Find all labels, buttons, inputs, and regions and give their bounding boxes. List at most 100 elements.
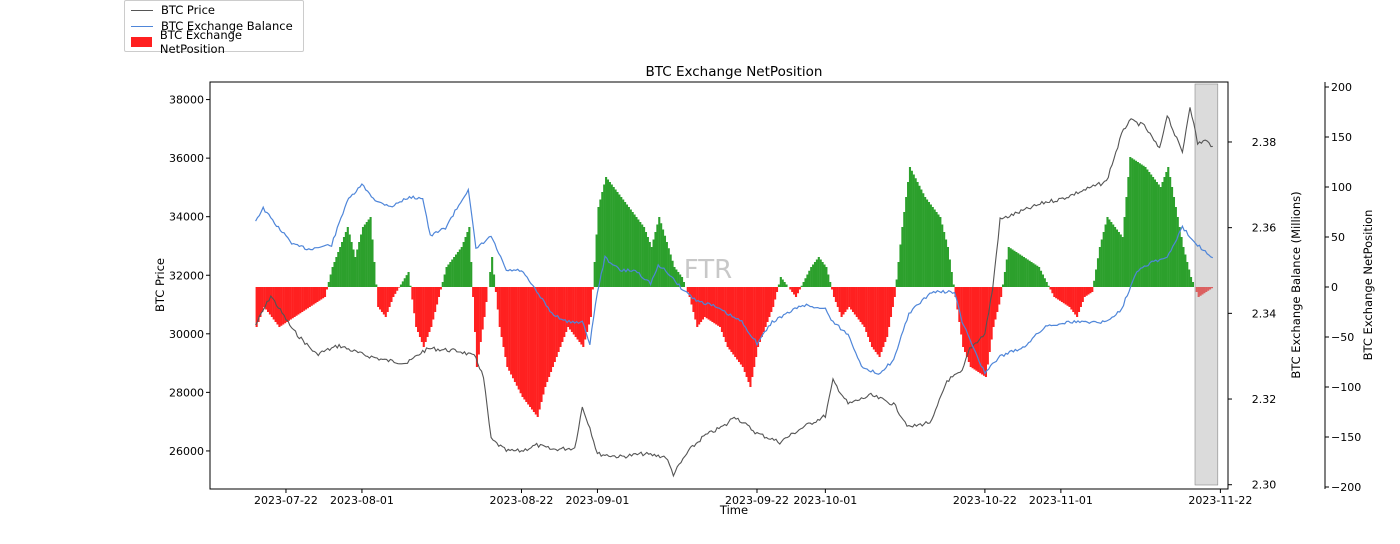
netposition-bar: [810, 267, 813, 287]
netposition-bar: [789, 287, 792, 290]
netposition-bar: [998, 287, 1001, 305]
netposition-bar: [299, 287, 302, 314]
netposition-bar: [832, 287, 836, 297]
netposition-bar: [1114, 227, 1117, 287]
netposition-bar: [261, 287, 264, 312]
price-line: [255, 107, 1213, 478]
netposition-bar: [561, 287, 564, 342]
netposition-bar: [426, 287, 429, 337]
netposition-bar: [624, 202, 627, 287]
netposition-bar: [1062, 287, 1065, 304]
netposition-bar: [717, 287, 720, 326]
netposition-bar: [1138, 163, 1141, 287]
netposition-bar: [1102, 232, 1105, 287]
netposition-bar: [540, 287, 543, 402]
netposition-bar: [434, 287, 437, 312]
netposition-bar: [567, 287, 570, 327]
netposition-bar: [1093, 280, 1096, 287]
netposition-bar: [1001, 284, 1005, 287]
netposition-bar: [1144, 167, 1147, 287]
netposition-bar: [950, 272, 953, 287]
netposition-bar: [933, 209, 936, 287]
netposition-bar: [542, 287, 545, 395]
netposition-bar: [850, 287, 853, 310]
netposition-bar: [576, 287, 579, 340]
netposition-bar: [895, 279, 898, 287]
netposition-bar: [907, 182, 910, 287]
netposition-bar: [538, 287, 541, 410]
netposition-bar: [608, 182, 611, 287]
netposition-bar: [749, 287, 752, 387]
netposition-tick-label: −150: [1331, 431, 1361, 444]
netposition-bar: [1089, 287, 1092, 294]
netposition-bar: [952, 284, 955, 287]
netposition-bar: [1036, 265, 1039, 287]
netposition-bar: [941, 224, 944, 287]
price-tick-label: 26000: [169, 445, 204, 458]
netposition-bar: [743, 287, 746, 372]
netposition-bar: [479, 287, 482, 342]
netposition-bar: [390, 287, 393, 302]
netposition-bar: [1134, 160, 1138, 287]
netposition-bar: [734, 287, 737, 357]
x-tick-label: 2023-11-22: [1188, 494, 1252, 507]
netposition-bar: [829, 282, 832, 287]
netposition-bar: [255, 287, 258, 327]
netposition-bar: [489, 272, 492, 287]
netposition-bar: [946, 247, 950, 287]
netposition-bar: [1146, 169, 1149, 287]
netposition-bar: [1020, 255, 1024, 287]
netposition-bar: [745, 287, 748, 377]
netposition-bar: [1096, 258, 1100, 287]
netposition-bar: [460, 247, 463, 287]
netposition-bar: [377, 287, 380, 307]
netposition-bar: [515, 287, 518, 386]
netposition-bar: [430, 287, 433, 327]
netposition-bar: [1191, 282, 1195, 287]
netposition-bar: [794, 287, 798, 297]
netposition-bar: [667, 248, 670, 287]
price-tick-label: 30000: [169, 328, 204, 341]
netposition-bar: [316, 287, 319, 302]
netposition-bar: [399, 284, 403, 287]
netposition-bar: [859, 287, 862, 322]
netposition-bar: [1110, 222, 1113, 287]
netposition-bar: [314, 287, 317, 304]
netposition-bar: [1083, 287, 1086, 297]
netposition-bar: [935, 212, 938, 287]
netposition-bar: [722, 287, 725, 337]
netposition-bar: [405, 275, 408, 288]
netposition-bar: [920, 189, 923, 287]
netposition-bar: [1188, 269, 1191, 287]
netposition-bar: [418, 287, 422, 337]
netposition-bar: [831, 287, 834, 290]
netposition-bar: [1081, 287, 1084, 302]
netposition-bar: [1167, 167, 1170, 287]
netposition-bar: [1026, 259, 1029, 287]
netposition-bar: [756, 287, 760, 347]
balance-series: [255, 183, 1214, 375]
netposition-bar: [329, 274, 332, 287]
netposition-bar: [726, 287, 729, 347]
netposition-bar: [494, 287, 497, 292]
netposition-bar: [806, 274, 809, 287]
netposition-bar: [620, 197, 623, 287]
x-tick-label: 2023-09-22: [725, 494, 789, 507]
netposition-bar: [384, 287, 387, 317]
chart-title: BTC Exchange NetPosition: [646, 64, 823, 80]
netposition-bar: [926, 199, 929, 287]
netposition-bar: [257, 287, 260, 322]
netposition-bar: [268, 287, 271, 315]
netposition-bar: [356, 249, 359, 287]
netposition-bar: [1140, 164, 1143, 287]
netposition-bar: [1205, 287, 1208, 292]
netposition-bar: [498, 287, 501, 327]
netposition-bar: [1047, 285, 1050, 287]
legend-swatch-balance: [131, 25, 153, 27]
netposition-bar: [318, 287, 321, 301]
netposition-bar: [616, 192, 619, 287]
netposition-bar: [741, 287, 744, 367]
netposition-bar: [289, 287, 292, 320]
netposition-bar: [280, 287, 283, 326]
netposition-bar: [587, 287, 591, 325]
